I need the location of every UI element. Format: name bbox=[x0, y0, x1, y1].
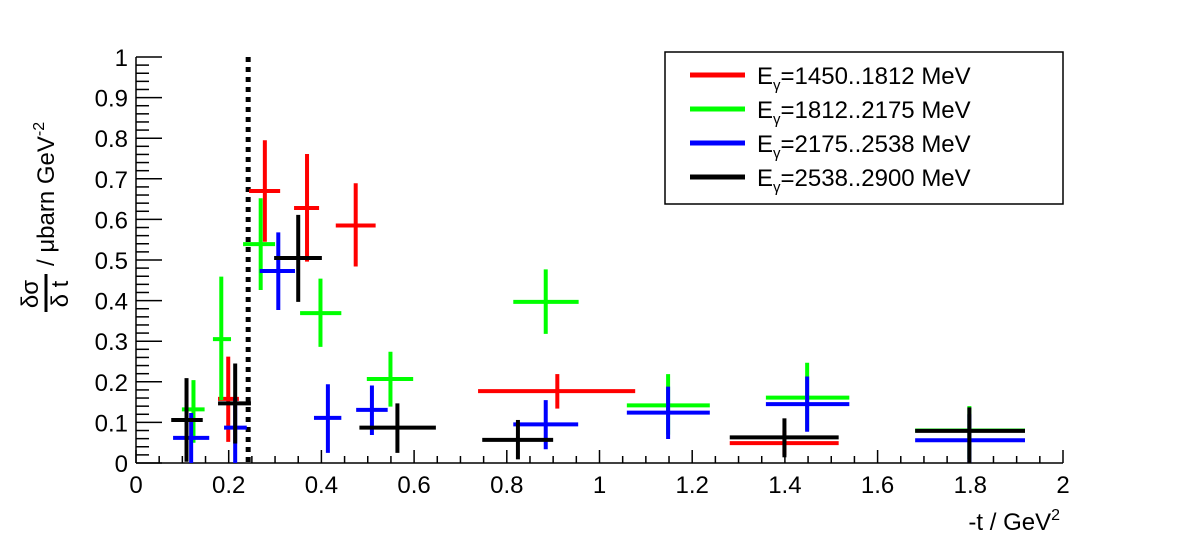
legend-label: Eγ=1450..1812 MeV bbox=[757, 63, 971, 94]
legend-label-base: E bbox=[757, 97, 773, 124]
legend-entry: Eγ=1812..2175 MeV bbox=[690, 97, 971, 128]
y-tick-label: 0.5 bbox=[95, 248, 128, 275]
legend-entry: Eγ=1450..1812 MeV bbox=[690, 63, 971, 94]
legend-label-base: E bbox=[757, 165, 773, 192]
x-tick-label: 1 bbox=[593, 472, 606, 499]
data-point bbox=[294, 154, 320, 262]
legend-label-rest: =1812..2175 MeV bbox=[781, 97, 971, 124]
data-point bbox=[765, 376, 850, 432]
legend-label-sub: γ bbox=[773, 111, 781, 128]
y-tick-label: 0.3 bbox=[95, 329, 128, 356]
legend-label-base: E bbox=[757, 63, 773, 90]
x-tick-label: 0.2 bbox=[212, 472, 245, 499]
legend-label-sub: γ bbox=[773, 77, 781, 94]
y-tick-label: 0.1 bbox=[95, 410, 128, 437]
data-point bbox=[274, 214, 322, 302]
data-point bbox=[218, 363, 251, 444]
legend-label-rest: =1450..1812 MeV bbox=[781, 63, 971, 90]
legend-label-sub: γ bbox=[773, 179, 781, 196]
data-point bbox=[729, 418, 839, 458]
data-point bbox=[359, 403, 436, 453]
x-axis-title: -t / GeV2 bbox=[968, 507, 1060, 536]
x-tick-label: 1.6 bbox=[861, 472, 894, 499]
data-points bbox=[171, 140, 1025, 463]
legend-entry: Eγ=2538..2900 MeV bbox=[690, 165, 971, 196]
series-0 bbox=[218, 140, 839, 455]
y-title-unit: / μbarn GeV-2 bbox=[31, 122, 60, 266]
data-point bbox=[313, 384, 342, 453]
data-point bbox=[478, 374, 636, 409]
legend-entry: Eγ=2175..2538 MeV bbox=[690, 131, 971, 162]
x-tick-label: 2 bbox=[1056, 472, 1069, 499]
data-point bbox=[212, 276, 232, 401]
y-tick-label: 0.4 bbox=[95, 289, 128, 316]
y-tick-label: 0.9 bbox=[95, 86, 128, 113]
legend-label: Eγ=2175..2538 MeV bbox=[757, 131, 971, 162]
data-point bbox=[335, 183, 376, 267]
legend-label-sub: γ bbox=[773, 145, 781, 162]
series-2 bbox=[173, 232, 1025, 463]
x-tick-label: 1.4 bbox=[768, 472, 801, 499]
y-tick-label: 1 bbox=[115, 45, 128, 72]
data-point bbox=[171, 378, 203, 462]
x-tick-label: 0 bbox=[129, 472, 142, 499]
legend-label-base: E bbox=[757, 131, 773, 158]
y-tick-label: 0.6 bbox=[95, 207, 128, 234]
data-point bbox=[259, 232, 295, 310]
x-tick-label: 1.2 bbox=[676, 472, 709, 499]
data-point bbox=[366, 351, 414, 407]
x-tick-label: 0.8 bbox=[490, 472, 523, 499]
legend-label: Eγ=1812..2175 MeV bbox=[757, 97, 971, 128]
data-point bbox=[915, 407, 1025, 463]
data-point bbox=[513, 269, 579, 334]
y-tick-label: 0.8 bbox=[95, 126, 128, 153]
y-axis-title: δσ δ t / μbarn GeV-2 bbox=[17, 122, 74, 312]
y-tick-label: 0 bbox=[115, 451, 128, 478]
x-tick-label: 0.4 bbox=[305, 472, 338, 499]
y-title-numerator: δσ bbox=[17, 280, 44, 308]
data-point bbox=[482, 419, 554, 460]
x-tick-label: 0.6 bbox=[397, 472, 430, 499]
legend-label-rest: =2175..2538 MeV bbox=[781, 131, 971, 158]
y-title-denominator: δ t bbox=[47, 280, 74, 307]
data-point bbox=[626, 386, 710, 440]
y-tick-label: 0.2 bbox=[95, 370, 128, 397]
data-point bbox=[300, 278, 342, 347]
series-3 bbox=[171, 214, 1025, 463]
data-point bbox=[249, 140, 281, 242]
data-point bbox=[243, 198, 276, 291]
x-tick-label: 1.8 bbox=[954, 472, 987, 499]
legend-label: Eγ=2538..2900 MeV bbox=[757, 165, 971, 196]
legend-label-rest: =2538..2900 MeV bbox=[781, 165, 971, 192]
axes: 0 0.1 0.2 0.3 0.4 0.5 0.6 0.7 0.8 0.9 1 0 0.2 0.4 0.6 0… bbox=[95, 45, 1070, 499]
y-tick-label: 0.7 bbox=[95, 167, 128, 194]
